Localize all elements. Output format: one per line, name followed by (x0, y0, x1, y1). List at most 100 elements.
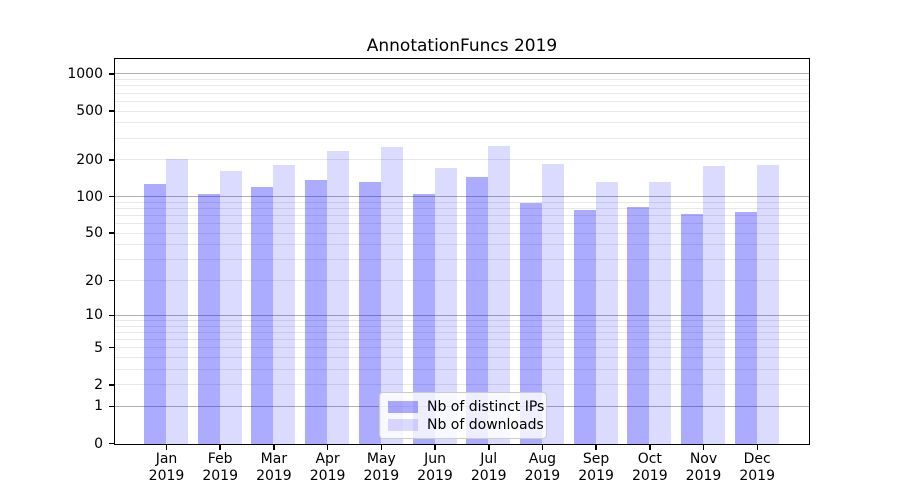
x-tick-mark (756, 445, 758, 450)
bar-oct-downloads (649, 182, 672, 444)
x-tick-mark (165, 445, 168, 450)
y-tick-mark (109, 110, 114, 112)
x-tick-label-jan: Jan 2019 (137, 451, 197, 485)
minor-gridline (115, 159, 809, 161)
bar-sep-downloads (595, 182, 618, 444)
bar-nov-ips (681, 213, 703, 444)
legend-swatch (388, 400, 418, 413)
y-tick-mark (109, 405, 114, 408)
x-tick-label-jun: Jun 2019 (405, 451, 465, 485)
bar-dec-downloads (756, 165, 779, 444)
year-label: 2019 (363, 468, 400, 484)
minor-gridline (115, 79, 809, 81)
y-tick-mark (109, 232, 114, 234)
major-gridline (115, 73, 809, 75)
bar-jun-downloads (434, 168, 457, 444)
month-label: Mar (260, 451, 288, 467)
x-tick-label-aug: Aug 2019 (512, 451, 572, 485)
y-tick-label: 100 (76, 188, 103, 205)
month-label: Feb (207, 451, 233, 467)
year-label: 2019 (685, 468, 722, 484)
month-label: Aug (528, 451, 557, 467)
x-tick-mark (273, 445, 275, 450)
year-label: 2019 (148, 468, 185, 484)
bar-mar-downloads (273, 164, 296, 444)
legend-entry: Nb of distinct IPs (388, 398, 544, 415)
minor-gridline (115, 319, 809, 321)
bar-may-downloads (380, 147, 403, 444)
x-tick-mark (702, 445, 705, 450)
bar-may-ips (358, 181, 381, 444)
bar-nov-downloads (703, 166, 725, 444)
bar-aug-ips (519, 202, 542, 444)
x-tick-mark (488, 445, 490, 450)
legend-entry: Nb of downloads (388, 416, 544, 433)
bar-feb-downloads (219, 170, 242, 444)
minor-gridline (115, 207, 809, 209)
minor-gridline (115, 331, 809, 333)
x-tick-mark (380, 445, 383, 450)
bar-oct-ips (627, 207, 650, 444)
y-tick-label: 0 (94, 435, 103, 452)
minor-gridline (115, 110, 809, 112)
y-tick-mark (109, 73, 114, 75)
y-tick-mark (109, 314, 114, 316)
month-label: Jun (424, 451, 446, 467)
y-tick-mark (109, 384, 114, 386)
bar-feb-ips (197, 194, 220, 444)
minor-gridline (115, 85, 809, 87)
minor-gridline (115, 201, 809, 203)
year-label: 2019 (256, 468, 292, 484)
bar-dec-ips (734, 211, 757, 444)
y-tick-label: 10 (85, 307, 103, 324)
bar-jun-ips (412, 193, 435, 444)
month-label: Apr (315, 451, 340, 467)
year-label: 2019 (524, 468, 561, 484)
chart-title: AnnotationFuncs 2019 (366, 36, 558, 56)
plot-area: Nb of distinct IPs Nb of downloads (114, 58, 810, 445)
minor-gridline (115, 280, 809, 282)
x-tick-mark (649, 445, 651, 450)
x-tick-label-may: May 2019 (351, 451, 411, 485)
year-label: 2019 (470, 468, 507, 484)
month-label: Jul (480, 451, 498, 467)
y-tick-mark (109, 195, 114, 198)
x-tick-mark (595, 445, 597, 450)
bar-apr-downloads (327, 151, 350, 444)
bar-jul-ips (466, 177, 489, 444)
month-label: Jan (155, 451, 178, 467)
major-gridline (115, 196, 809, 198)
month-label: Sep (582, 451, 610, 467)
x-tick-label-nov: Nov 2019 (674, 451, 734, 485)
minor-gridline (115, 384, 809, 386)
year-label: 2019 (578, 468, 614, 484)
bar-jul-downloads (488, 146, 511, 444)
year-label: 2019 (739, 468, 775, 484)
minor-gridline (115, 368, 809, 370)
year-label: 2019 (202, 468, 238, 484)
bar-mar-ips (251, 187, 274, 444)
month-label: Dec (743, 451, 771, 467)
minor-gridline (115, 92, 809, 94)
y-tick-label: 500 (76, 103, 103, 119)
y-tick-label: 2 (94, 376, 103, 393)
x-tick-mark (326, 445, 329, 450)
legend-swatch (388, 418, 418, 431)
minor-gridline (115, 232, 809, 234)
legend: Nb of distinct IPs Nb of downloads (379, 392, 547, 439)
x-tick-label-mar: Mar 2019 (244, 451, 304, 485)
minor-gridline (115, 100, 809, 102)
bar-sep-ips (573, 209, 596, 444)
y-tick-label: 50 (85, 225, 103, 242)
x-tick-label-feb: Feb 2019 (190, 451, 250, 485)
month-label: Oct (637, 451, 662, 467)
y-tick-label: 5 (94, 339, 103, 356)
x-tick-label-dec: Dec 2019 (727, 451, 787, 485)
x-tick-mark (541, 445, 544, 450)
minor-gridline (115, 259, 809, 261)
bar-apr-ips (305, 180, 328, 444)
y-tick-mark (109, 159, 114, 161)
y-tick-mark (109, 442, 114, 445)
x-tick-label-apr: Apr 2019 (298, 451, 358, 485)
minor-gridline (115, 122, 809, 124)
